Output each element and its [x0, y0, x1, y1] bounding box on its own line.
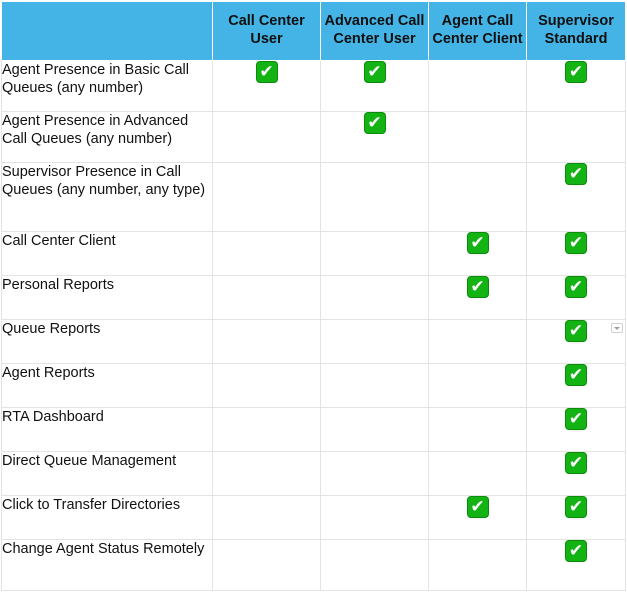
feature-name-cell[interactable]: Agent Presence in Advanced Call Queues (…: [1, 111, 213, 163]
table-row: Click to Transfer Directories ✔ ✔: [1, 495, 626, 540]
check-cell[interactable]: [320, 231, 429, 276]
check-cell[interactable]: [320, 539, 429, 591]
header-corner-cell[interactable]: [1, 1, 213, 61]
check-cell[interactable]: ✔: [428, 275, 527, 320]
check-cell[interactable]: [212, 111, 321, 163]
check-cell[interactable]: [212, 319, 321, 364]
check-mark-icon: ✔: [565, 320, 587, 342]
check-cell[interactable]: ✔: [526, 539, 626, 591]
table-row: Supervisor Presence in Call Queues (any …: [1, 162, 626, 232]
check-cell[interactable]: [320, 363, 429, 408]
check-cell[interactable]: [428, 60, 527, 112]
check-mark-icon: ✔: [565, 276, 587, 298]
check-cell[interactable]: [428, 539, 527, 591]
check-cell[interactable]: ✔: [526, 319, 626, 364]
feature-name-cell[interactable]: RTA Dashboard: [1, 407, 213, 452]
header-row: Call Center User Advanced Call Center Us…: [1, 1, 626, 61]
table-row: Agent Presence in Basic Call Queues (any…: [1, 60, 626, 112]
check-mark-icon: ✔: [466, 232, 489, 254]
check-cell[interactable]: [320, 495, 429, 540]
feature-name-cell[interactable]: Personal Reports: [1, 275, 213, 320]
check-mark-icon: ✔: [565, 496, 587, 518]
feature-name-cell[interactable]: Call Center Client: [1, 231, 213, 276]
check-cell[interactable]: ✔: [526, 495, 626, 540]
check-cell[interactable]: [428, 407, 527, 452]
table-row: Call Center Client ✔ ✔: [1, 231, 626, 276]
check-cell[interactable]: [212, 407, 321, 452]
feature-name-cell[interactable]: Agent Reports: [1, 363, 213, 408]
header-advanced-call-center-user[interactable]: Advanced Call Center User: [320, 1, 429, 61]
check-cell[interactable]: ✔: [428, 495, 527, 540]
check-cell[interactable]: [320, 451, 429, 496]
table-row: Change Agent Status Remotely ✔: [1, 539, 626, 591]
check-cell[interactable]: ✔: [526, 451, 626, 496]
check-cell[interactable]: ✔: [526, 231, 626, 276]
table-row: RTA Dashboard ✔: [1, 407, 626, 452]
check-mark-icon: ✔: [363, 112, 386, 134]
check-mark-icon: ✔: [565, 452, 587, 474]
check-cell[interactable]: ✔: [212, 60, 321, 112]
check-cell[interactable]: [526, 111, 626, 163]
check-cell[interactable]: [212, 363, 321, 408]
check-cell[interactable]: [320, 162, 429, 232]
feature-name-cell[interactable]: Direct Queue Management: [1, 451, 213, 496]
feature-name-cell[interactable]: Agent Presence in Basic Call Queues (any…: [1, 60, 213, 112]
feature-name-cell[interactable]: Queue Reports: [1, 319, 213, 364]
check-mark-icon: ✔: [466, 496, 489, 518]
check-cell[interactable]: [428, 111, 527, 163]
check-cell[interactable]: ✔: [428, 231, 527, 276]
check-mark-icon: ✔: [565, 232, 587, 254]
header-call-center-user[interactable]: Call Center User: [212, 1, 321, 61]
check-cell[interactable]: ✔: [526, 407, 626, 452]
dropdown-toggle-icon[interactable]: [611, 323, 623, 333]
check-cell[interactable]: [320, 319, 429, 364]
check-mark-icon: ✔: [565, 408, 587, 430]
header-agent-call-center-client[interactable]: Agent Call Center Client: [428, 1, 527, 61]
check-cell[interactable]: ✔: [320, 60, 429, 112]
table-row: Agent Reports ✔: [1, 363, 626, 408]
check-cell[interactable]: [212, 162, 321, 232]
check-cell[interactable]: [212, 231, 321, 276]
table-row: Agent Presence in Advanced Call Queues (…: [1, 111, 626, 163]
check-cell[interactable]: [428, 162, 527, 232]
header-supervisor-standard[interactable]: Supervisor Standard: [526, 1, 626, 61]
check-cell[interactable]: [428, 451, 527, 496]
check-cell[interactable]: [212, 539, 321, 591]
table-row: Direct Queue Management ✔: [1, 451, 626, 496]
check-cell[interactable]: [428, 363, 527, 408]
check-cell[interactable]: ✔: [320, 111, 429, 163]
check-mark-icon: ✔: [565, 540, 587, 562]
feature-name-cell[interactable]: Click to Transfer Directories: [1, 495, 213, 540]
table-row: Personal Reports ✔ ✔: [1, 275, 626, 320]
check-cell[interactable]: [320, 407, 429, 452]
feature-comparison-table: Call Center User Advanced Call Center Us…: [1, 1, 626, 591]
feature-name-cell[interactable]: Change Agent Status Remotely: [1, 539, 213, 591]
check-cell[interactable]: [320, 275, 429, 320]
check-cell[interactable]: ✔: [526, 60, 626, 112]
check-cell[interactable]: [212, 275, 321, 320]
check-mark-icon: ✔: [565, 364, 587, 386]
check-mark-icon: ✔: [255, 61, 278, 83]
check-cell[interactable]: ✔: [526, 162, 626, 232]
check-cell[interactable]: ✔: [526, 363, 626, 408]
check-cell[interactable]: [212, 495, 321, 540]
table-row: Queue Reports ✔: [1, 319, 626, 364]
check-mark-icon: ✔: [466, 276, 489, 298]
check-cell[interactable]: [428, 319, 527, 364]
feature-name-cell[interactable]: Supervisor Presence in Call Queues (any …: [1, 162, 213, 232]
check-mark-icon: ✔: [565, 61, 587, 83]
check-mark-icon: ✔: [363, 61, 386, 83]
check-cell[interactable]: [212, 451, 321, 496]
check-mark-icon: ✔: [565, 163, 587, 185]
check-cell[interactable]: ✔: [526, 275, 626, 320]
